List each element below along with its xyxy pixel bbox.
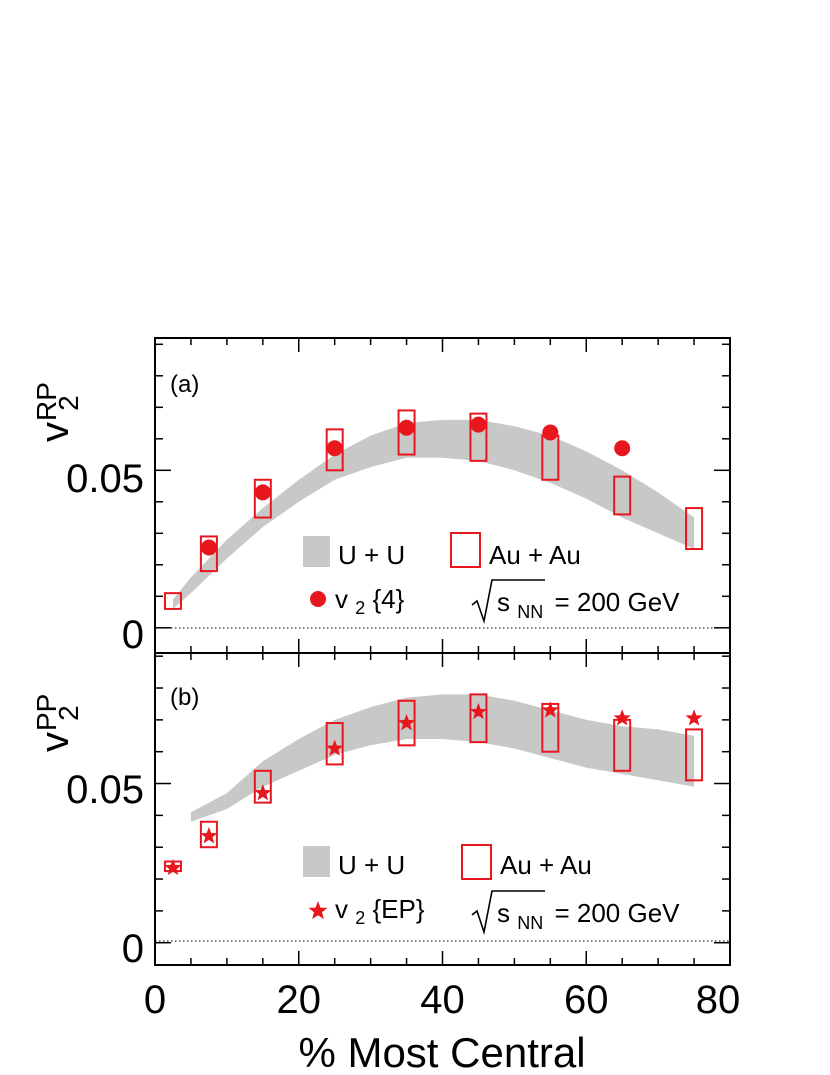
svg-text:s NN = 200 GeV: s NN = 200 GeV xyxy=(497,898,680,935)
svg-text:v 2: v 2 xyxy=(33,395,84,442)
point-b-3 xyxy=(326,739,344,756)
x-tick-label-20: 20 xyxy=(277,978,322,1022)
panel-label-b: (b) xyxy=(170,684,199,711)
point-a-2 xyxy=(326,440,343,457)
sqrt-symbol-b xyxy=(471,890,545,936)
legend-auau-swatch-a xyxy=(450,532,481,568)
legend-v24-sub: 2 xyxy=(355,598,365,618)
auau-box-a-1 xyxy=(199,535,218,573)
legend-auau-swatch-b xyxy=(461,844,492,880)
legend-uu-label-b: U + U xyxy=(338,850,405,880)
auau-box-a-3 xyxy=(325,428,344,472)
y-label-main-b: v xyxy=(33,732,77,752)
point-b-6 xyxy=(541,701,559,718)
y-tick-label-b-005: 0.05 xyxy=(66,768,144,812)
x-axis-title: % Most Central xyxy=(298,1029,585,1075)
legend-uu-swatch-b xyxy=(303,846,330,877)
y-tick-label-a-005: 0.05 xyxy=(66,457,144,501)
legend-v2ep-suffix: {EP} xyxy=(372,894,424,924)
svg-text:v 2: v 2 xyxy=(33,705,84,752)
x-tick-label-40: 40 xyxy=(420,978,465,1022)
panel-b: (b) v 2 PP 0 0.05 U + U Au + Au v 2 {EP}… xyxy=(31,652,741,1075)
y-axis-label-a: v 2 RP xyxy=(31,382,84,442)
legend-uu-swatch-a xyxy=(303,536,330,567)
svg-text:s NN = 200 GeV: s NN = 200 GeV xyxy=(497,587,680,624)
legend-v2ep-label: v 2 {EP} xyxy=(335,894,425,930)
y-label-sup-b: PP xyxy=(31,694,62,731)
point-a-1 xyxy=(254,484,271,501)
y-axis-label-b: v 2 PP xyxy=(31,694,84,752)
legend-uu-label-a: U + U xyxy=(338,540,405,570)
auau-box-a-7 xyxy=(613,475,632,516)
legend-v24-main: v xyxy=(335,584,348,614)
y-label-sup-a: RP xyxy=(31,382,62,421)
legend-v2ep-marker xyxy=(308,901,328,920)
point-b-5 xyxy=(469,702,487,720)
point-a-0 xyxy=(200,539,217,556)
auau-box-b-8 xyxy=(685,728,704,782)
point-a-4 xyxy=(470,416,487,433)
energy-value-b: = 200 GeV xyxy=(554,898,680,928)
x-tick-label-60: 60 xyxy=(564,978,609,1022)
point-b-4 xyxy=(398,714,416,731)
x-tick-label-0: 0 xyxy=(144,978,166,1022)
uu-band-b xyxy=(190,694,695,822)
uu-band-a xyxy=(173,419,695,609)
auau-box-b-1 xyxy=(199,820,218,849)
uu-band-shape-a xyxy=(173,419,695,609)
legend-auau-label-b: Au + Au xyxy=(500,850,592,880)
y-label-main-a: v xyxy=(33,422,77,442)
v2-ep-points xyxy=(164,701,703,876)
energy-sub-a: NN xyxy=(517,602,543,622)
panel-a: (a) v 2 RP 0 0.05 U + U Au + Au v 2 {4} … xyxy=(31,337,731,657)
legend-v24-label: v 2 {4} xyxy=(335,584,405,620)
energy-label-b: s NN = 200 GeV xyxy=(471,890,680,936)
sqrt-symbol-a xyxy=(471,579,545,625)
y-label-sub-b: 2 xyxy=(53,705,84,721)
point-a-5 xyxy=(542,424,559,441)
auau-box-b-3 xyxy=(325,722,344,766)
panel-label-a: (a) xyxy=(170,371,199,398)
energy-label-a: s NN = 200 GeV xyxy=(471,579,680,625)
point-b-1 xyxy=(200,827,218,844)
point-a-6 xyxy=(614,440,631,457)
point-b-7 xyxy=(613,709,631,726)
auau-box-a-0 xyxy=(163,592,182,610)
energy-sub-b: NN xyxy=(517,913,543,933)
v2-4-points xyxy=(200,416,631,556)
y-label-sub-a: 2 xyxy=(53,395,84,411)
energy-s-a: s xyxy=(497,587,510,617)
auau-box-a-8 xyxy=(685,507,704,551)
auau-box-a-4 xyxy=(397,409,416,456)
x-tick-label-80: 80 xyxy=(696,978,741,1022)
legend-v24-suffix: {4} xyxy=(372,584,404,614)
y-tick-label-a-0: 0 xyxy=(122,613,144,657)
auau-box-a-5 xyxy=(469,412,488,462)
legend-v2ep-sub: 2 xyxy=(355,908,365,928)
uu-band-shape-b xyxy=(190,694,695,822)
auau-box-a-2 xyxy=(253,478,272,519)
ticks-a xyxy=(154,338,731,653)
y-tick-label-b-0: 0 xyxy=(122,927,144,971)
auau-box-b-2 xyxy=(253,769,272,804)
point-b-8 xyxy=(685,709,703,726)
legend-auau-label-a: Au + Au xyxy=(489,540,581,570)
legend-v2ep-main: v xyxy=(335,894,348,924)
auau-box-b-4 xyxy=(397,699,416,747)
point-b-2 xyxy=(254,784,272,801)
auau-box-b-5 xyxy=(469,693,488,744)
point-b-0 xyxy=(164,858,182,876)
point-a-3 xyxy=(398,419,415,436)
energy-value-a: = 200 GeV xyxy=(554,587,680,617)
ticks-b xyxy=(154,653,731,965)
energy-s-b: s xyxy=(497,898,510,928)
legend-v24-marker xyxy=(310,591,326,607)
auau-boxes-a xyxy=(163,409,704,610)
